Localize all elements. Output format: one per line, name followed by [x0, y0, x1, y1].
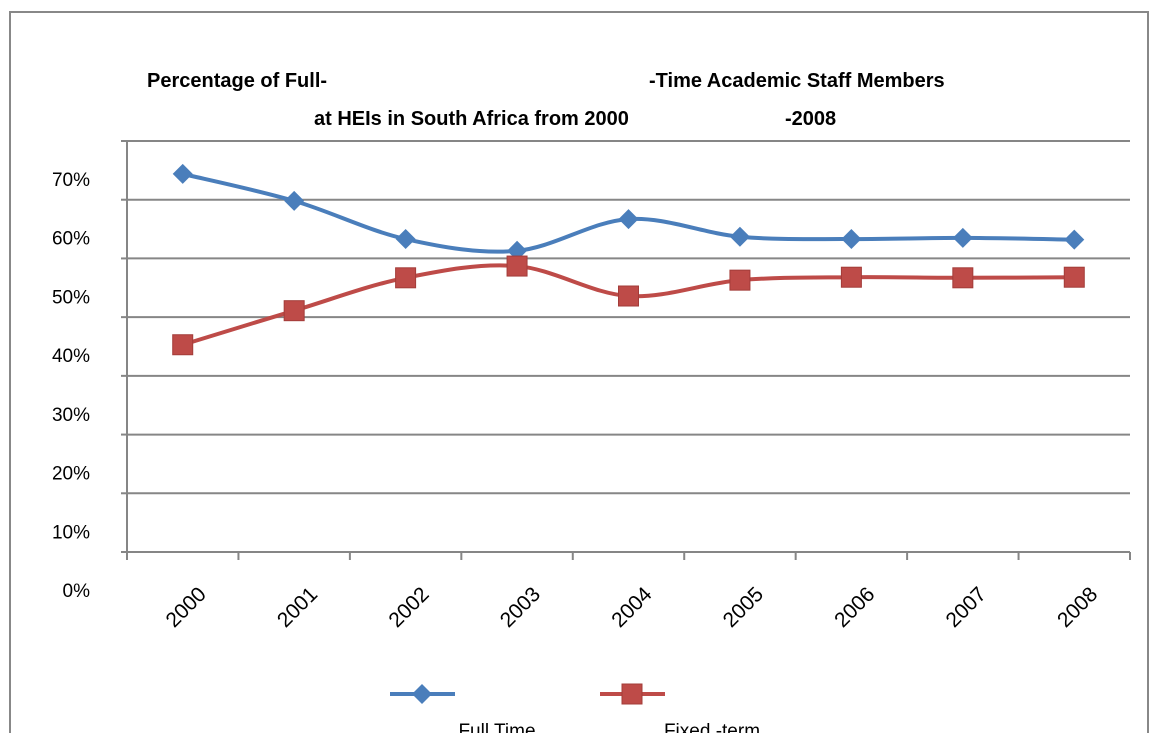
- data-point: [284, 190, 305, 211]
- data-point: [952, 227, 973, 248]
- data-point: [1063, 266, 1085, 288]
- y-tick-label: 70%: [52, 170, 90, 191]
- data-point: [618, 285, 639, 307]
- y-tick-label: 30%: [52, 405, 90, 426]
- y-tick-label: 60%: [52, 229, 90, 250]
- data-point: [172, 163, 193, 184]
- data-point: [840, 266, 862, 288]
- y-tick-label: 0%: [63, 581, 91, 602]
- data-point: [1064, 229, 1085, 250]
- data-point: [952, 267, 974, 289]
- data-point: [283, 300, 305, 322]
- data-point: [841, 229, 862, 250]
- data-point: [172, 334, 194, 356]
- chart-title: -2008: [785, 108, 836, 130]
- legend-marker: [412, 684, 432, 704]
- data-point: [395, 267, 417, 289]
- y-tick-label: 20%: [52, 464, 90, 485]
- legend-label: Full Time: [458, 721, 535, 733]
- legend-label: Fixed -term: [664, 721, 760, 733]
- y-tick-label: 40%: [52, 346, 90, 367]
- chart-border: [9, 11, 1149, 733]
- y-tick-label: 10%: [52, 522, 90, 543]
- data-point: [618, 209, 639, 230]
- y-tick-label: 50%: [52, 287, 90, 308]
- data-point: [729, 269, 751, 291]
- legend-marker: [621, 683, 643, 705]
- data-point: [506, 255, 528, 277]
- data-point: [729, 226, 750, 247]
- data-point: [395, 229, 416, 250]
- chart-title: -Time Academic Staff Members: [649, 70, 945, 92]
- chart-title: Percentage of Full-: [147, 70, 327, 92]
- chart-title: at HEIs in South Africa from 2000: [314, 108, 629, 130]
